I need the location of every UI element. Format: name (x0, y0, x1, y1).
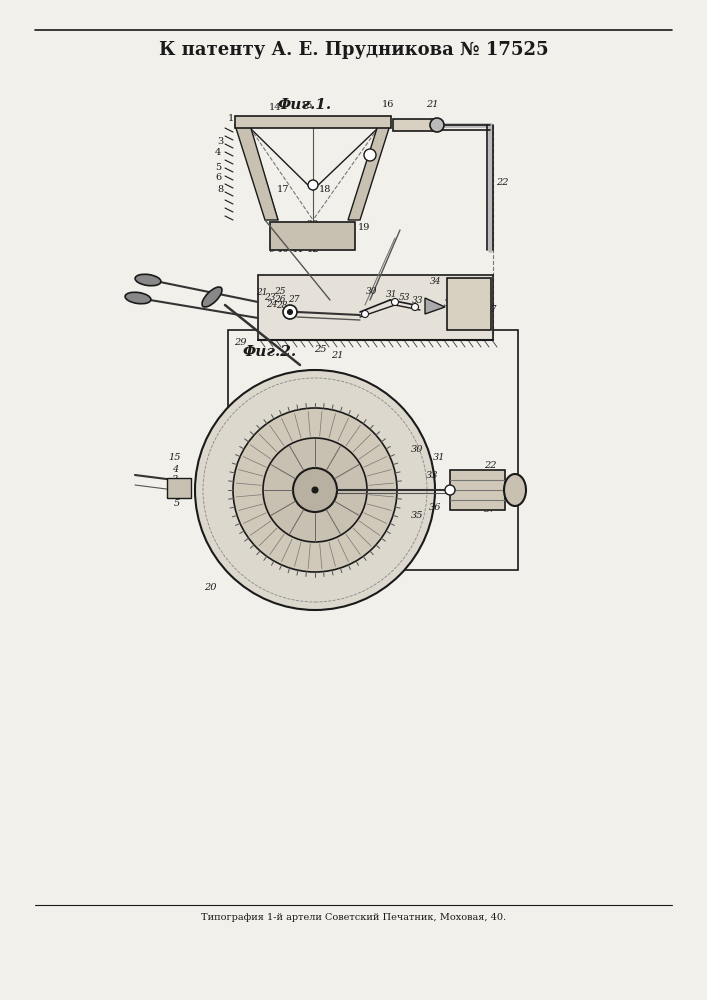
Text: 40: 40 (462, 301, 474, 310)
Text: 30: 30 (366, 287, 378, 296)
Text: 25: 25 (274, 287, 286, 296)
Ellipse shape (504, 474, 526, 506)
Text: 24: 24 (267, 300, 278, 309)
Text: 6: 6 (215, 173, 221, 182)
Text: 10: 10 (300, 425, 313, 434)
Text: 31: 31 (433, 453, 445, 462)
Text: 11: 11 (292, 245, 304, 254)
Circle shape (293, 468, 337, 512)
Bar (258, 275, 493, 340)
Text: 11: 11 (337, 505, 349, 514)
Text: 53: 53 (399, 293, 411, 302)
Circle shape (195, 370, 435, 610)
Text: 18: 18 (319, 433, 332, 442)
Text: 29: 29 (307, 220, 319, 229)
Text: 12: 12 (307, 245, 320, 254)
Text: 37: 37 (484, 505, 496, 514)
Circle shape (233, 408, 397, 572)
Circle shape (283, 305, 297, 319)
Text: 36: 36 (472, 303, 484, 312)
Text: 29: 29 (234, 338, 246, 347)
Bar (393, 119, 438, 131)
Text: 16: 16 (382, 100, 395, 109)
Text: 10: 10 (277, 245, 289, 254)
Circle shape (288, 310, 293, 314)
Circle shape (312, 487, 318, 493)
Circle shape (392, 298, 399, 306)
Text: 39: 39 (304, 545, 316, 554)
Circle shape (411, 304, 419, 310)
Bar (270, 222, 355, 250)
Text: Φиг.2.: Φиг.2. (243, 345, 297, 359)
Circle shape (308, 180, 318, 190)
Text: 4: 4 (172, 465, 178, 474)
Ellipse shape (135, 274, 161, 286)
Text: 4: 4 (215, 148, 221, 157)
Text: 14: 14 (269, 103, 281, 112)
Text: 37: 37 (486, 305, 498, 314)
Text: 33: 33 (426, 471, 438, 480)
Bar (235, 116, 391, 128)
Text: 9: 9 (287, 428, 293, 437)
Text: 28: 28 (276, 301, 288, 310)
Text: 26: 26 (274, 295, 286, 304)
Circle shape (430, 118, 444, 132)
Text: 15: 15 (169, 453, 181, 462)
Text: 5: 5 (174, 499, 180, 508)
Ellipse shape (202, 287, 222, 307)
Text: 21: 21 (317, 525, 329, 534)
Text: 25: 25 (314, 345, 326, 354)
Text: 20: 20 (204, 583, 216, 592)
Polygon shape (348, 125, 390, 220)
Text: 18: 18 (319, 185, 331, 194)
Text: 35: 35 (411, 511, 423, 520)
Text: 21: 21 (256, 288, 268, 297)
Text: 1: 1 (228, 114, 234, 123)
Text: 19: 19 (358, 223, 370, 232)
Text: 26: 26 (281, 535, 293, 544)
Text: 39: 39 (288, 545, 301, 554)
Text: 8: 8 (297, 418, 303, 427)
Text: 15: 15 (300, 101, 313, 110)
Text: 33: 33 (412, 296, 423, 305)
Text: Типография 1-й артели Советский Печатник, Моховая, 40.: Типография 1-й артели Советский Печатник… (201, 914, 506, 922)
Text: 34: 34 (431, 277, 442, 286)
Text: 23: 23 (264, 293, 276, 302)
Text: Φиг.1.: Φиг.1. (278, 98, 332, 112)
Text: 8: 8 (217, 185, 223, 194)
Bar (450, 470, 505, 510)
Text: 21: 21 (426, 100, 438, 109)
Text: 1: 1 (172, 487, 178, 496)
Circle shape (364, 149, 376, 161)
Text: 17: 17 (276, 185, 289, 194)
Text: 36: 36 (428, 503, 441, 512)
Polygon shape (235, 125, 278, 220)
Text: 35: 35 (444, 299, 456, 308)
Text: 5: 5 (215, 163, 221, 172)
Bar (228, 330, 518, 570)
Text: 3: 3 (172, 475, 178, 484)
Text: 21: 21 (331, 351, 344, 360)
Circle shape (445, 485, 455, 495)
Text: 31: 31 (386, 290, 398, 299)
Bar (447, 278, 491, 330)
Text: 30: 30 (411, 445, 423, 454)
Bar (167, 478, 191, 498)
Text: 3: 3 (217, 137, 223, 146)
Circle shape (263, 438, 367, 542)
Text: 29: 29 (271, 523, 284, 532)
Circle shape (361, 310, 368, 318)
Text: 22: 22 (484, 461, 496, 470)
Text: 27: 27 (288, 295, 300, 304)
Text: 24: 24 (299, 538, 311, 547)
Polygon shape (425, 298, 445, 314)
Text: 9: 9 (268, 245, 274, 254)
Text: 16: 16 (331, 443, 344, 452)
Text: 22: 22 (496, 178, 508, 187)
Ellipse shape (125, 292, 151, 304)
Text: К патенту А. Е. Прудникова № 17525: К патенту А. Е. Прудникова № 17525 (159, 41, 549, 59)
